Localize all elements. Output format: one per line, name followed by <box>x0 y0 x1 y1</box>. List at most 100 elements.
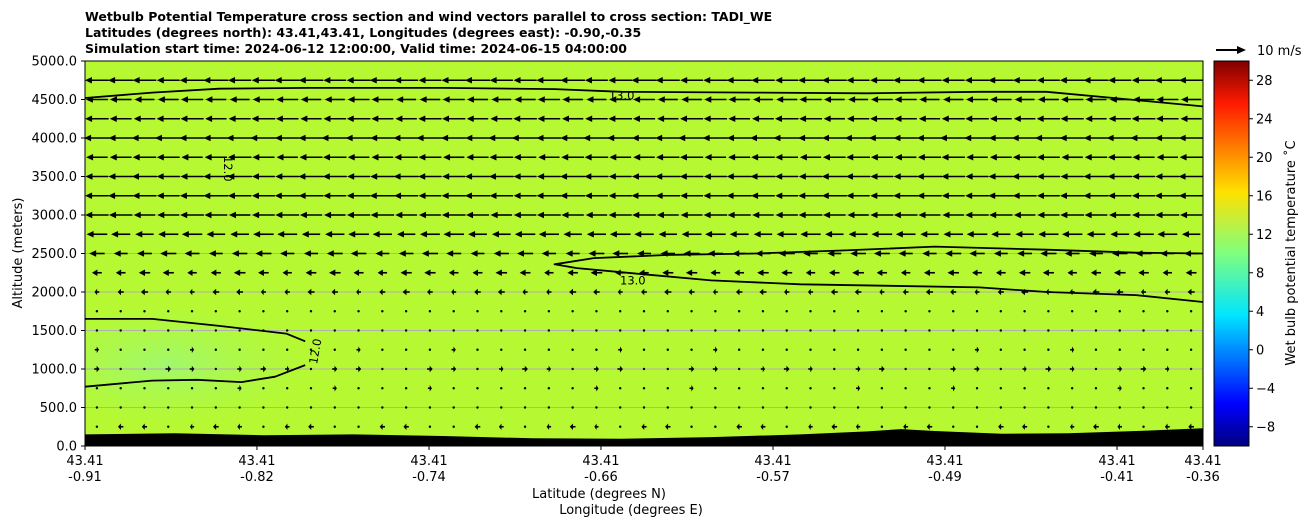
wind-vector-head <box>565 250 573 257</box>
wind-vector <box>822 154 846 161</box>
wind-vector-dot <box>999 367 1003 371</box>
wind-vector-dot <box>571 348 574 351</box>
wind-vector-dot <box>761 310 765 313</box>
wind-vector-head <box>109 96 117 103</box>
wind-vector-dot <box>1142 425 1145 428</box>
wind-vector-head <box>396 231 404 238</box>
wind-vector <box>761 387 765 390</box>
wind-vector-head <box>371 96 379 103</box>
wind-vector <box>703 173 727 180</box>
wind-vector-dot <box>119 329 122 332</box>
wind-vector <box>1037 211 1060 219</box>
wind-vector-head <box>280 250 288 257</box>
wind-vector <box>274 77 300 84</box>
wind-vector <box>917 154 942 161</box>
wind-vector-dot <box>1094 329 1098 332</box>
contour-line-13 <box>553 245 1203 303</box>
wind-vector-dot <box>547 310 551 313</box>
wind-vector <box>190 387 194 390</box>
wind-vector-head <box>1180 211 1188 219</box>
wind-vector-head <box>1042 269 1049 276</box>
wind-vector-dot <box>952 348 955 351</box>
wind-vector <box>593 365 599 373</box>
wind-vector <box>167 425 170 428</box>
wind-vector-head <box>489 192 497 199</box>
wind-vector <box>666 406 669 409</box>
wind-vector <box>443 154 465 161</box>
wind-vector-head <box>117 423 121 430</box>
wind-vector <box>262 425 265 428</box>
wind-vector <box>537 96 560 103</box>
wind-vector <box>350 250 367 257</box>
wind-vector <box>734 269 745 276</box>
wind-vector <box>1094 310 1098 313</box>
wind-vector-head <box>728 96 736 103</box>
wind-vector <box>827 250 842 257</box>
wind-vector <box>357 329 360 332</box>
wind-vector-head <box>1084 211 1092 219</box>
wind-vector <box>108 134 133 142</box>
wind-vector-dot <box>381 348 384 351</box>
wind-vector <box>95 406 99 409</box>
wind-vector <box>1094 367 1098 371</box>
wind-vector-head <box>1085 96 1093 103</box>
wind-vector-head <box>584 192 592 199</box>
colorbar-tick-label: 12 <box>1256 228 1273 243</box>
wind-vector-head <box>275 211 283 219</box>
wind-vector-head <box>544 269 550 276</box>
wind-vector <box>108 173 133 180</box>
wind-vector-head <box>1060 173 1068 180</box>
wind-vector <box>947 269 960 276</box>
wind-vector-head <box>881 365 885 373</box>
wind-vector <box>703 192 728 199</box>
wind-vector <box>355 365 362 373</box>
wind-vector-head <box>631 173 639 180</box>
wind-vector-dot <box>952 406 955 409</box>
wind-vector-head <box>871 231 879 238</box>
wind-vector <box>324 96 345 103</box>
wind-vector-dot <box>1189 329 1193 332</box>
wind-vector <box>989 115 1012 122</box>
wind-vector-head <box>418 115 426 122</box>
wind-vector-head <box>825 231 833 238</box>
wind-vector <box>609 231 631 238</box>
wind-vector-head <box>398 250 406 257</box>
wind-vector-head <box>1013 115 1021 122</box>
wind-vector-head <box>491 96 499 103</box>
wind-vector <box>132 192 157 199</box>
wind-vector <box>395 211 417 219</box>
wind-vector <box>809 329 812 332</box>
wind-vector-head <box>1061 231 1069 238</box>
wind-vector-head <box>1048 365 1052 373</box>
wind-vector-head <box>966 154 974 161</box>
wind-vector-head <box>846 115 854 122</box>
wind-vector-head <box>334 365 338 373</box>
wind-vector-dot <box>238 406 241 409</box>
wind-vector-head <box>418 77 426 84</box>
wind-vector <box>685 269 698 276</box>
wind-vector-head <box>678 134 686 142</box>
wind-vector <box>939 134 967 142</box>
title-line-3: Simulation start time: 2024-06-12 12:00:… <box>85 41 627 56</box>
wind-vector-head <box>584 173 592 180</box>
wind-vector-head <box>641 288 645 296</box>
wind-vector-dot <box>737 367 741 371</box>
wind-vector <box>799 115 822 122</box>
wind-vector-head <box>799 154 807 161</box>
contour-label: 12.0 <box>221 156 235 182</box>
wind-vector-dot <box>666 406 669 409</box>
wind-vector-dot <box>809 310 812 313</box>
wind-vector <box>381 406 384 409</box>
wind-vector <box>157 211 180 219</box>
wind-vector-head <box>441 192 449 199</box>
wind-vector <box>584 154 609 161</box>
wind-vector <box>238 348 241 351</box>
wind-vector-head <box>416 134 424 142</box>
contour-line-13 <box>85 87 1203 108</box>
wind-vector-head <box>917 192 925 199</box>
wind-vector <box>1107 173 1133 180</box>
wind-vector-head <box>334 385 337 392</box>
wind-vector <box>1132 96 1155 103</box>
wind-vector-dot <box>262 406 265 409</box>
wind-vector <box>1179 154 1203 161</box>
